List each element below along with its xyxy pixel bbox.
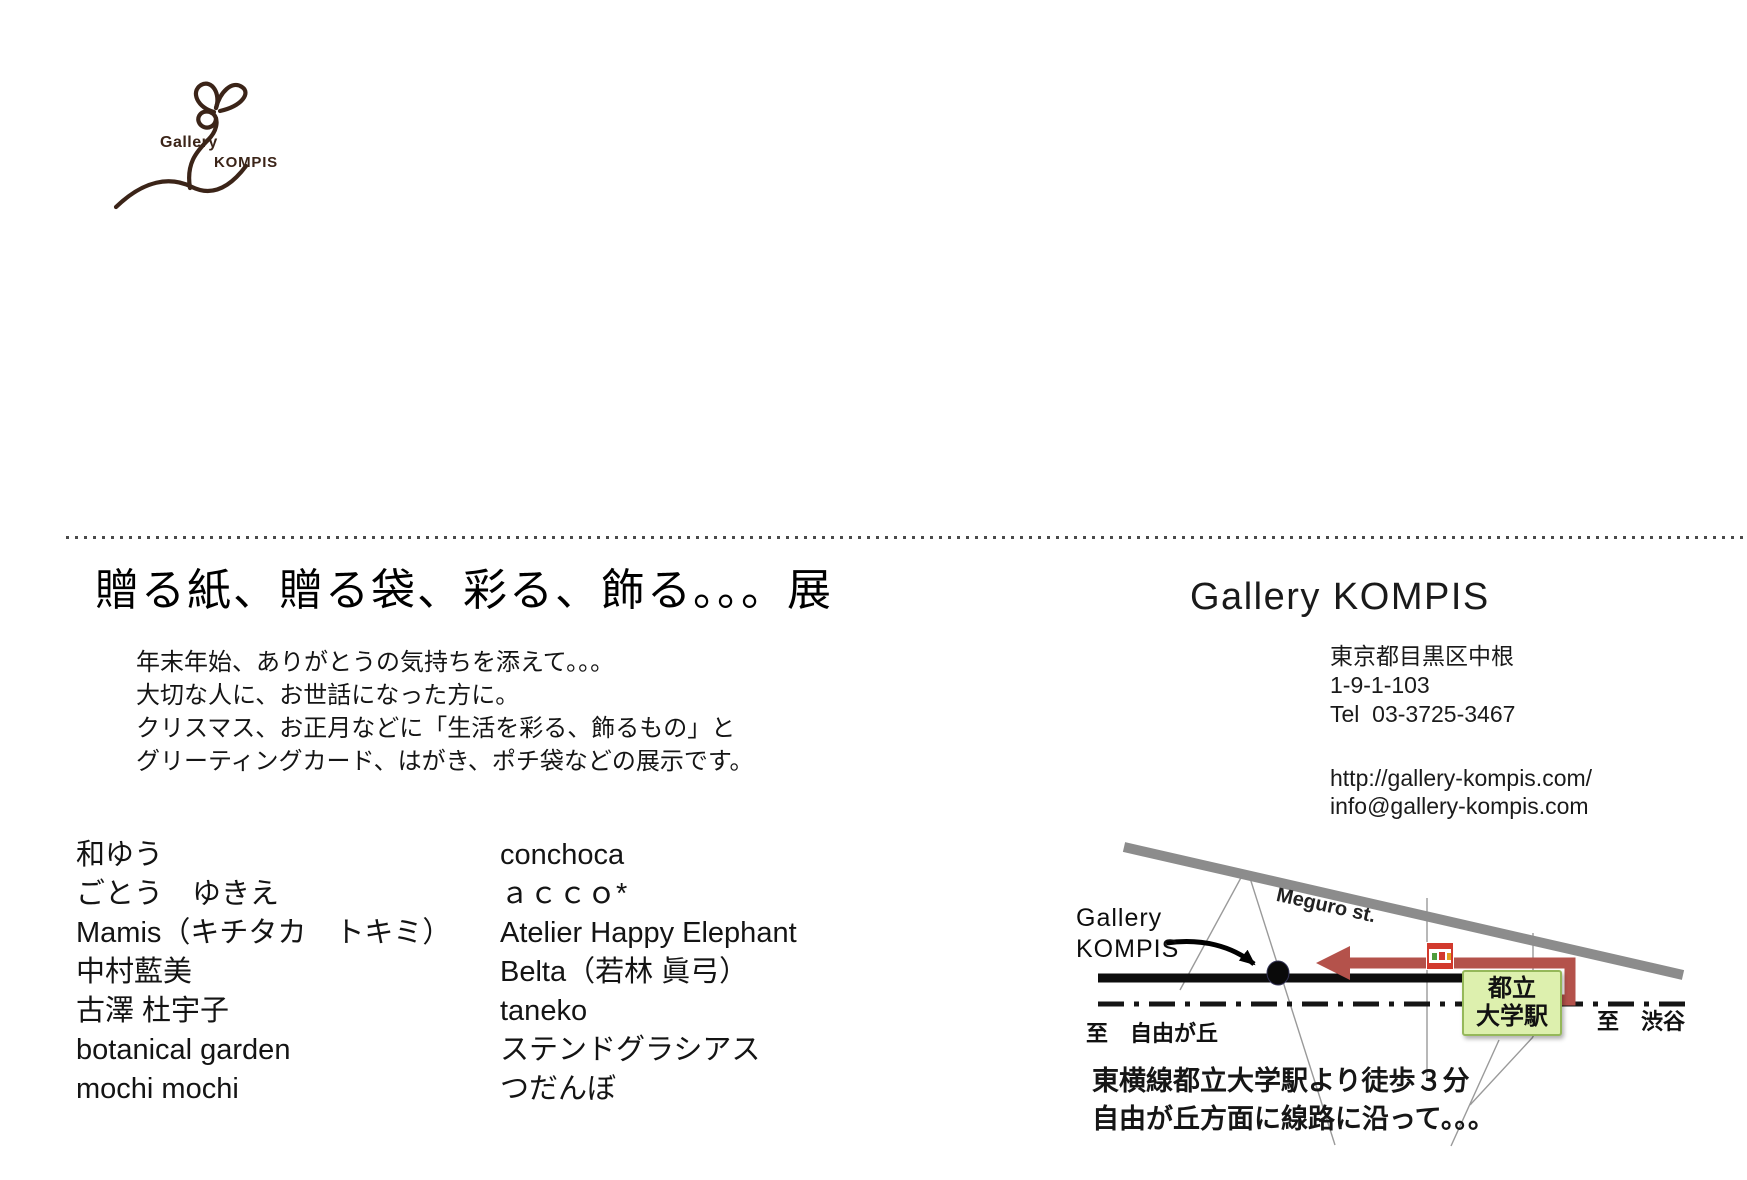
artist-name: ステンドグラシアス [500,1034,761,1066]
access-note: 東横線都立大学駅より徒歩３分 自由が丘方面に線路に沿って。。。 [1092,1062,1495,1138]
artist-name: Belta（若林 眞弓） [500,956,749,988]
gallery-kompis-logo: Gallery KOMPIS [100,66,300,221]
artist-name: Atelier Happy Elephant [500,917,797,949]
artist-name: botanical garden [76,1034,291,1066]
artist-name: Mamis（キチタカ トキミ） [76,917,452,949]
gallery-contacts: http://gallery-kompis.com/ info@gallery-… [1330,764,1592,820]
artist-name: 古澤 杜宇子 [76,995,230,1027]
gallery-location-dot [1266,960,1290,986]
gallery-name: Gallery KOMPIS [1190,576,1490,618]
artist-list-right: conchoca ａｃｃｏ* Atelier Happy Elephant Be… [500,836,797,1109]
direction-shibuya-label: 至 渋谷 [1597,1009,1686,1034]
shop-sign-icon [1427,943,1453,969]
station-name-line2: 大学駅 [1476,1003,1548,1030]
walking-route-arrow [1316,946,1576,1006]
gallery-address: 東京都目黒区中根 1-9-1-103 Tel 03-3725-3467 [1330,642,1515,729]
address-line-2: 1-9-1-103 [1330,672,1430,698]
gallery-pointer-arrow [1165,939,1256,966]
logo-kompis-text: KOMPIS [214,154,278,171]
description-line: 大切な人に、お世話になった方に。 [136,682,520,709]
artist-name: つだんぼ [500,1073,617,1105]
website-url: http://gallery-kompis.com/ [1330,765,1593,791]
description-line: クリスマス、お正月などに「生活を彩る、飾るもの」と [136,715,736,742]
email-address: info@gallery-kompis.com [1330,793,1589,819]
exhibition-description: 年末年始、ありがとうの気持ちを添えて。。。 大切な人に、お世話になった方に。 ク… [136,646,754,778]
artist-name: mochi mochi [76,1073,239,1105]
artist-name: ａｃｃｏ* [500,878,628,910]
exhibition-title: 贈る紙、贈る袋、彩る、飾る。。。展 [95,566,833,615]
station-name-line1: 都立 [1488,975,1536,1002]
artist-name: conchoca [500,839,625,871]
artist-list-left: 和ゆう ごとう ゆきえ Mamis（キチタカ トキミ） 中村藍美 古澤 杜宇子 … [76,836,451,1109]
station-box: 都立 大学駅 [1462,970,1562,1036]
description-line: グリーティングカード、はがき、ポチ袋などの展示です。 [136,748,754,775]
artist-name: 和ゆう [76,839,164,871]
artist-name: taneko [500,995,588,1027]
direction-jiyugaoka-label: 至 自由が丘 [1086,1021,1219,1046]
logo-swirl-icon [113,81,249,210]
meguro-street-line [1122,842,1685,980]
dotted-separator [66,536,1743,539]
access-note-line1: 東横線都立大学駅より徒歩３分 [1092,1066,1470,1096]
description-line: 年末年始、ありがとうの気持ちを添えて。。。 [136,649,615,676]
map-gallery-label: Gallery KOMPIS [1076,904,1180,963]
artist-name: 中村藍美 [76,956,193,988]
logo-gallery-text: Gallery [160,134,218,151]
access-note-line2: 自由が丘方面に線路に沿って。。。 [1092,1104,1495,1134]
artist-name: ごとう ゆきえ [76,878,280,910]
address-line-1: 東京都目黒区中根 [1330,643,1514,669]
phone-number: Tel 03-3725-3467 [1330,701,1516,727]
